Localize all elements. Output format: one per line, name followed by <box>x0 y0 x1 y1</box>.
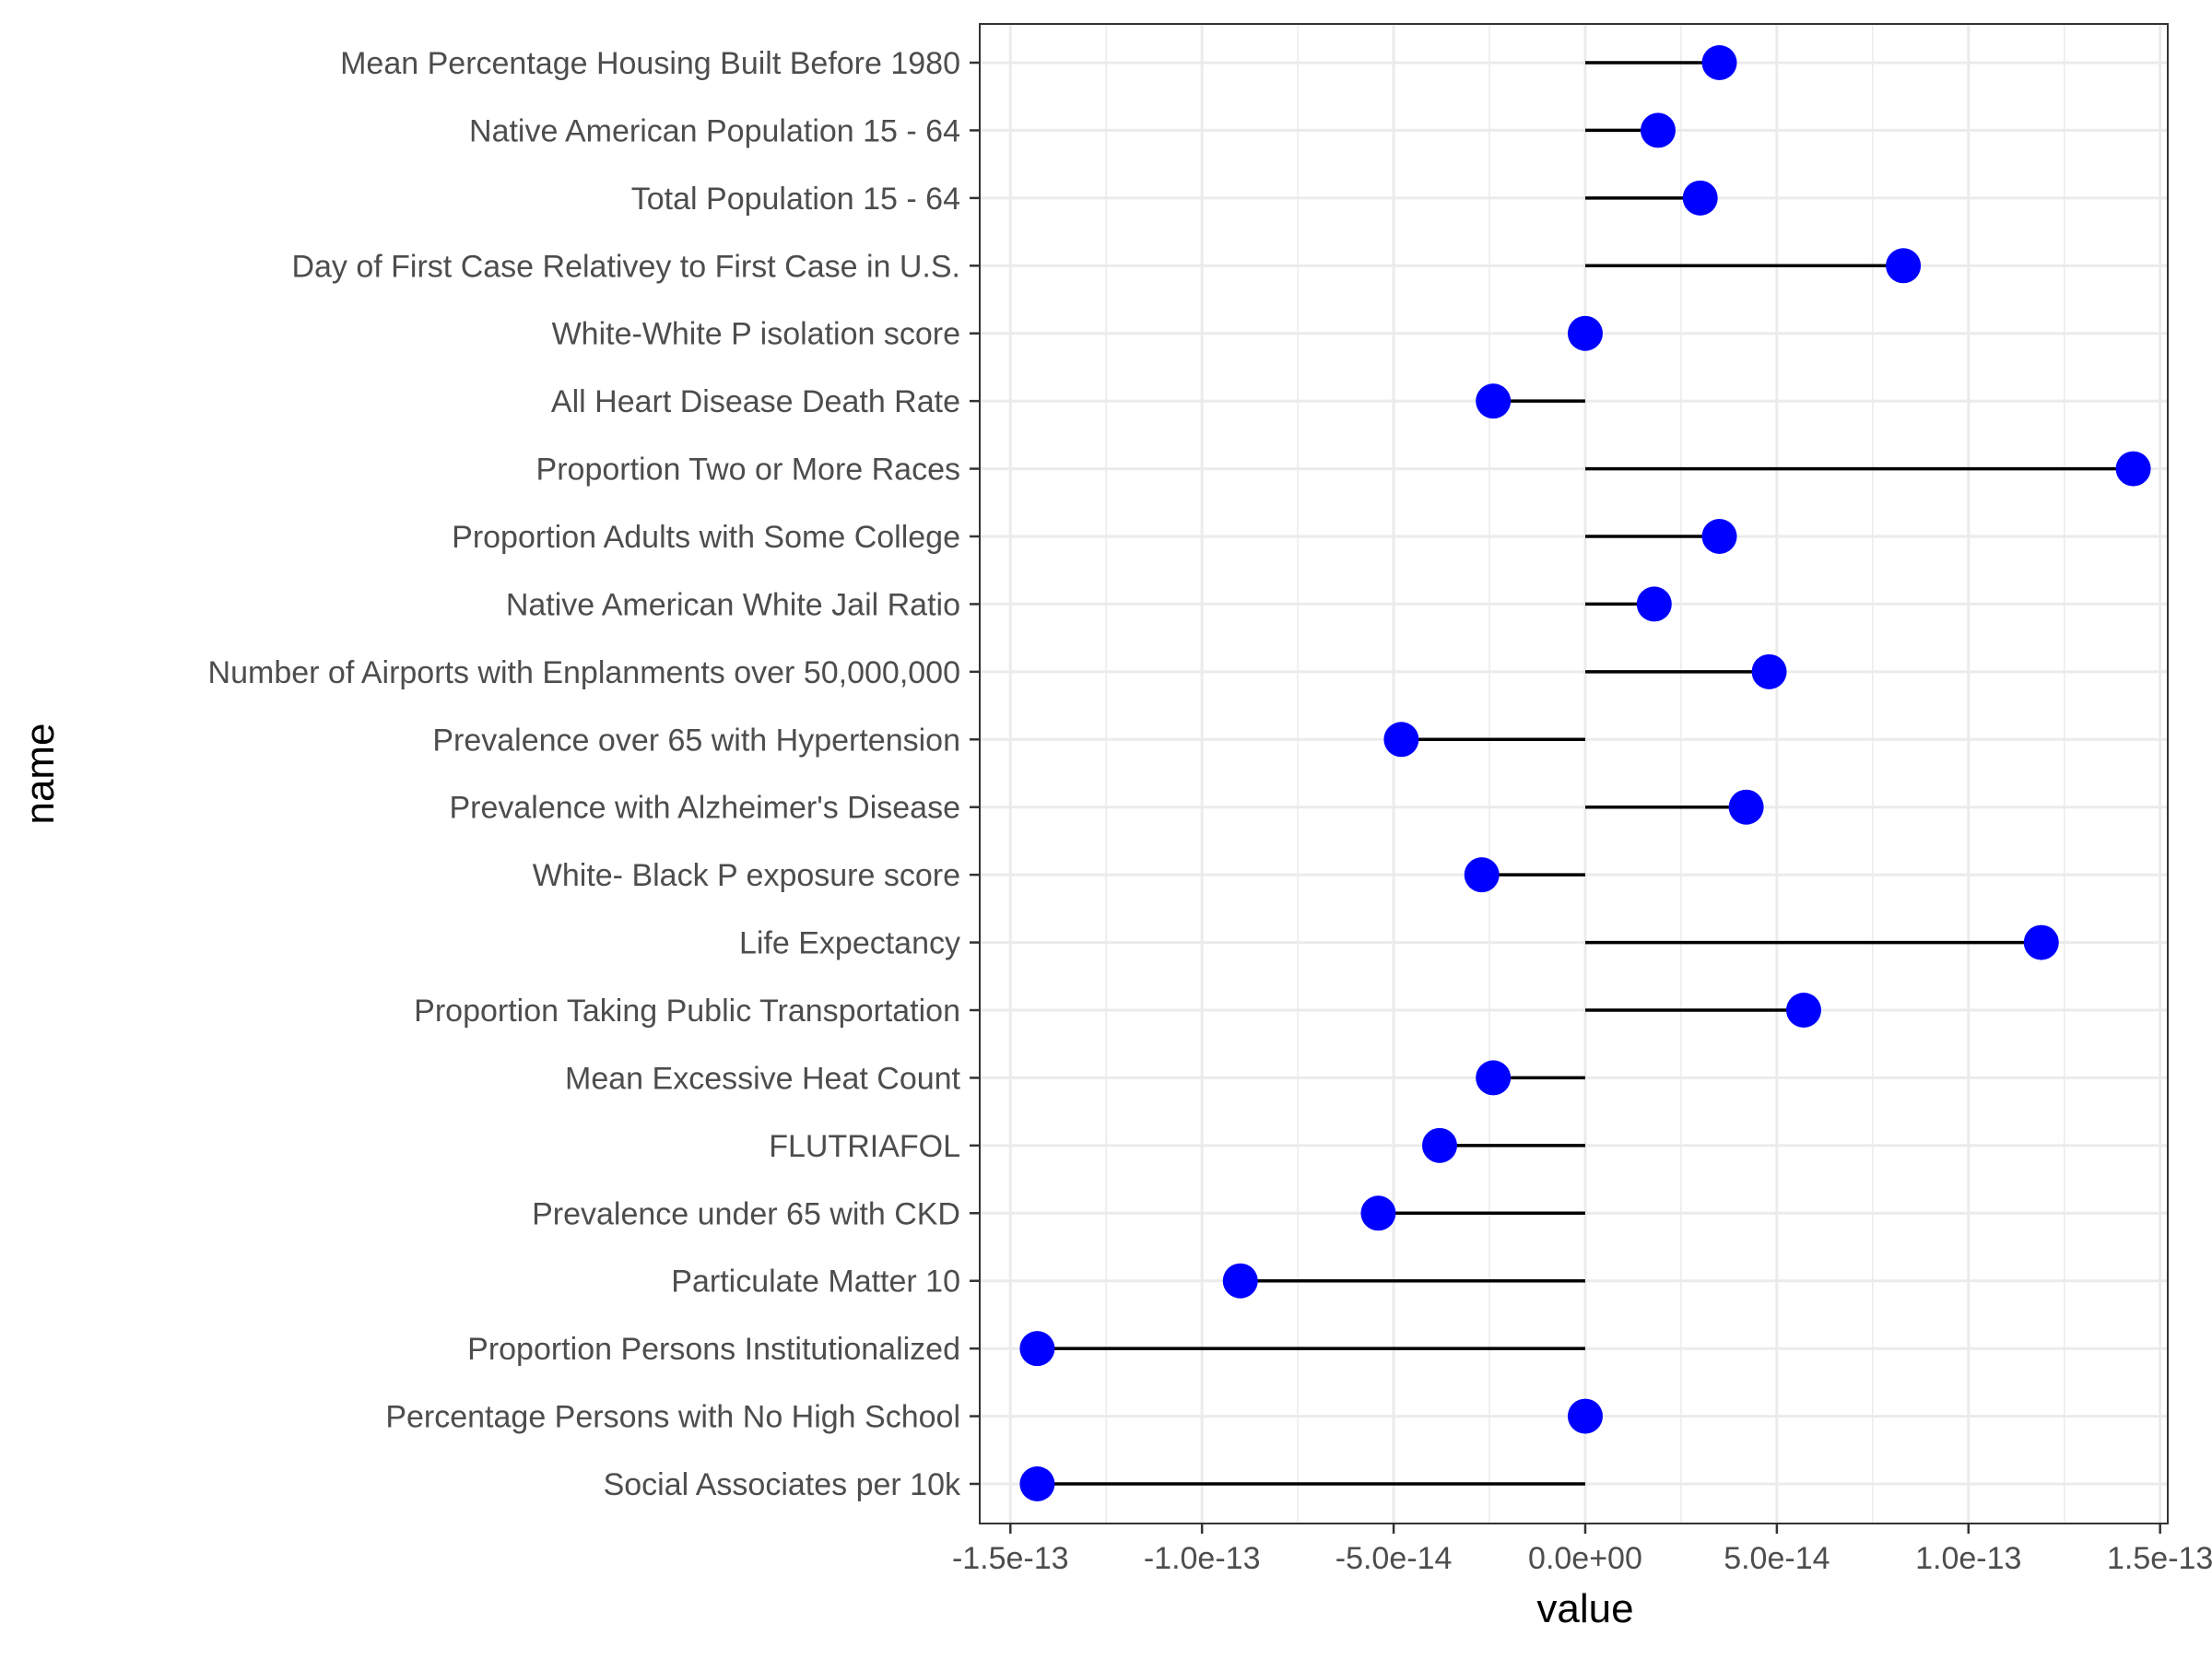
y-tick-label: Native American White Jail Ratio <box>506 587 960 622</box>
x-tick-label: -1.0e-13 <box>1144 1541 1261 1576</box>
data-point <box>1465 857 1500 892</box>
y-tick-label: Particulate Matter 10 <box>671 1265 960 1300</box>
y-tick-label: All Heart Disease Death Rate <box>551 384 960 419</box>
y-tick-label: Prevalence under 65 with CKD <box>532 1196 960 1231</box>
y-tick-label: Mean Percentage Housing Built Before 198… <box>340 46 960 81</box>
data-point <box>1702 519 1737 554</box>
y-tick-label: Proportion Adults with Some College <box>452 520 960 555</box>
y-tick-label: Proportion Two or More Races <box>536 453 960 488</box>
y-tick-label: Native American Population 15 - 64 <box>469 113 960 148</box>
data-point <box>1383 722 1418 757</box>
y-tick-label: Mean Excessive Heat Count <box>565 1061 961 1096</box>
data-point <box>1637 586 1672 621</box>
y-tick-label: Prevalence with Alzheimer's Disease <box>449 791 960 826</box>
y-tick-label: Percentage Persons with No High School <box>385 1400 960 1435</box>
y-tick-label: White- Black P exposure score <box>533 858 960 893</box>
data-point <box>2024 925 2059 960</box>
y-tick-label: Day of First Case Relativey to First Cas… <box>291 249 960 284</box>
x-tick-label: -5.0e-14 <box>1335 1541 1453 1576</box>
data-point <box>1476 383 1511 418</box>
grid-lines <box>980 24 2168 1524</box>
data-point <box>1886 248 1921 283</box>
x-tick-label: -1.5e-13 <box>952 1541 1069 1576</box>
data-point <box>2116 452 2151 487</box>
y-axis: Mean Percentage Housing Built Before 198… <box>208 46 980 1502</box>
x-tick-label: 1.0e-13 <box>1915 1541 2021 1576</box>
panel-background <box>980 24 2168 1524</box>
data-point <box>1702 45 1737 80</box>
y-tick-label: Proportion Taking Public Transportation <box>414 994 960 1029</box>
data-point <box>1019 1331 1054 1366</box>
y-tick-label: Number of Airports with Enplanments over… <box>208 655 960 690</box>
x-tick-label: 0.0e+00 <box>1528 1541 1642 1576</box>
y-tick-label: Social Associates per 10k <box>604 1467 961 1502</box>
data-point <box>1223 1264 1258 1299</box>
y-tick-label: Total Population 15 - 64 <box>631 182 960 217</box>
data-point <box>1641 112 1676 147</box>
x-tick-label: 5.0e-14 <box>1724 1541 1830 1576</box>
y-tick-label: White-White P isolation score <box>552 317 960 352</box>
y-tick-label: Proportion Persons Institutionalized <box>467 1332 960 1367</box>
y-tick-label: Life Expectancy <box>739 926 960 961</box>
data-point <box>1476 1060 1511 1095</box>
data-point <box>1568 316 1603 351</box>
y-tick-label: FLUTRIAFOL <box>769 1129 960 1164</box>
y-tick-label: Prevalence over 65 with Hypertension <box>432 723 960 758</box>
y-axis-title: name <box>18 723 63 824</box>
data-point <box>1786 993 1821 1028</box>
data-point <box>1683 181 1718 216</box>
data-point <box>1752 654 1787 689</box>
data-point <box>1019 1466 1054 1501</box>
data-point <box>1729 790 1764 825</box>
x-axis: -1.5e-13 -1.0e-13 -5.0e-14 0.0e+00 5.0e-14 1.… <box>952 1524 2212 1576</box>
x-tick-label: 1.5e-13 <box>2107 1541 2212 1576</box>
x-axis-title: value <box>1536 1586 1633 1631</box>
data-point <box>1568 1399 1603 1434</box>
data-point <box>1422 1128 1457 1163</box>
data-point <box>1360 1195 1395 1230</box>
